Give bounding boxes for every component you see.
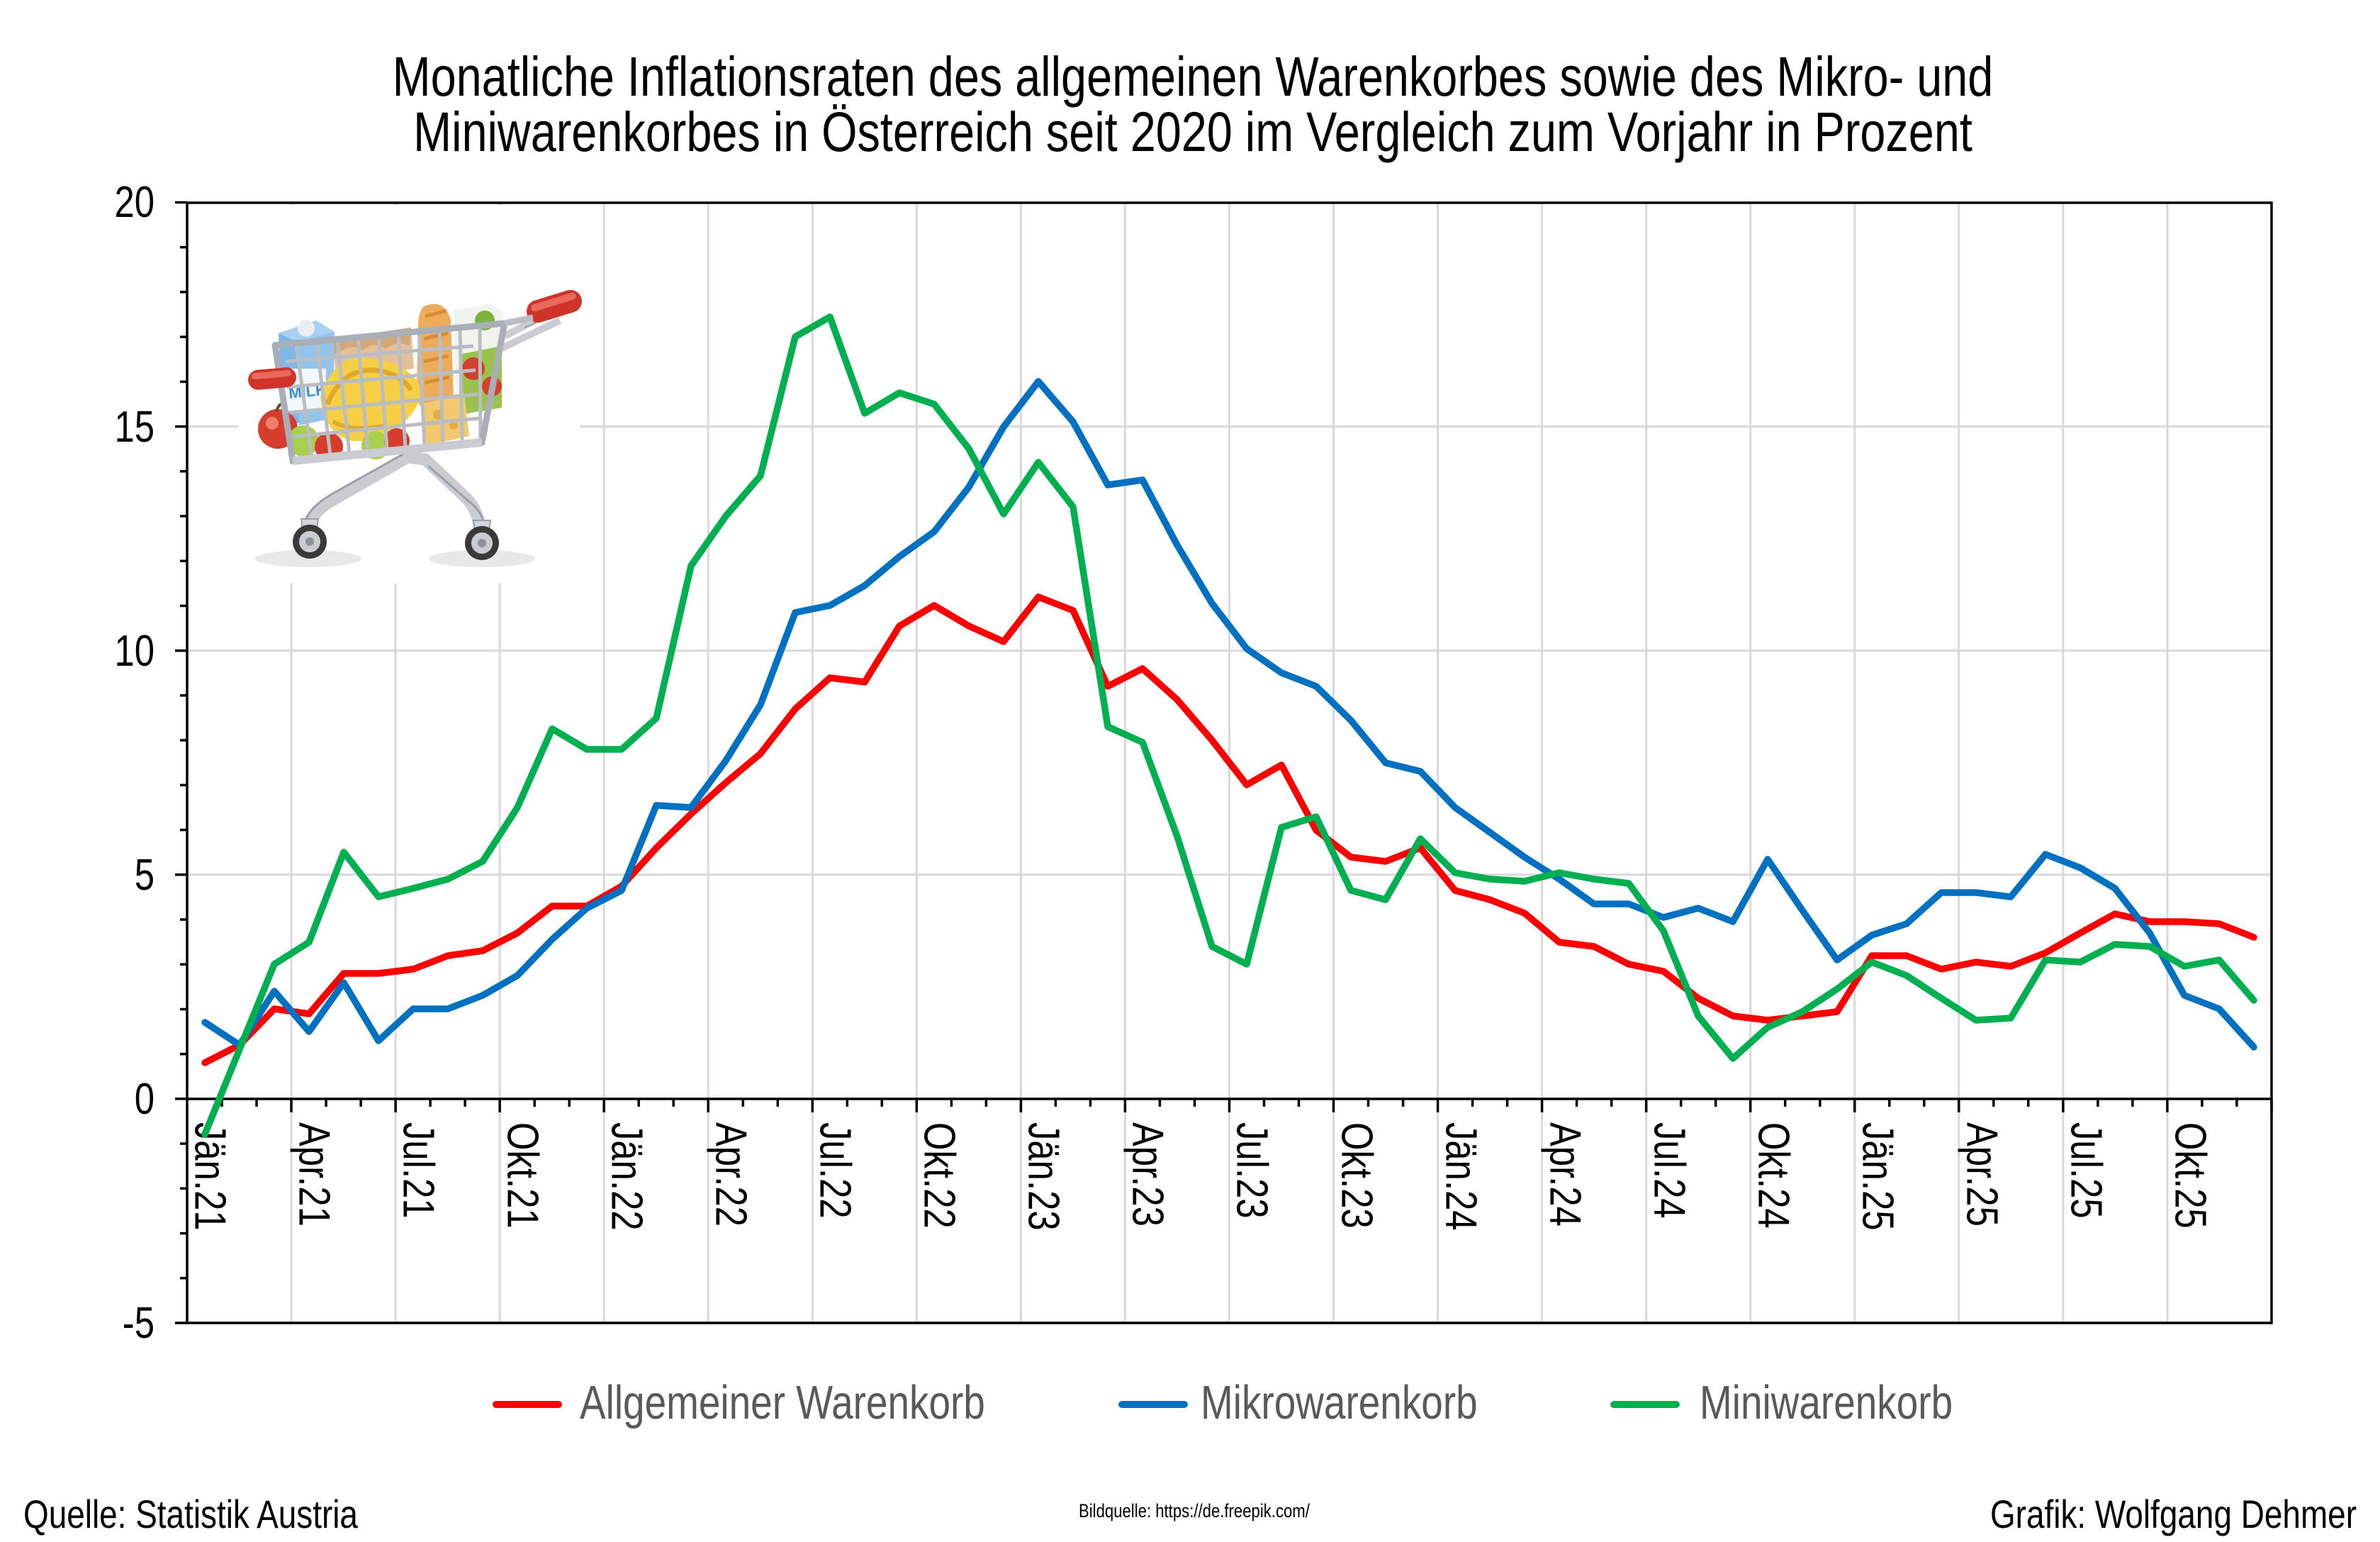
svg-text:Apr.22: Apr.22 (706, 1122, 755, 1227)
svg-text:Apr.24: Apr.24 (1540, 1122, 1589, 1227)
svg-text:Mikrowarenkorb: Mikrowarenkorb (1201, 1376, 1478, 1429)
svg-text:Apr.25: Apr.25 (1957, 1122, 2006, 1227)
svg-text:Monatliche Inflationsraten des: Monatliche Inflationsraten des allgemein… (393, 46, 1994, 108)
svg-text:Okt.21: Okt.21 (498, 1122, 546, 1229)
svg-text:Grafik: Wolfgang Dehmer: Grafik: Wolfgang Dehmer (1990, 1492, 2357, 1536)
svg-text:Apr.23: Apr.23 (1123, 1122, 1172, 1227)
svg-text:10: 10 (114, 627, 155, 676)
svg-text:-5: -5 (123, 1299, 155, 1348)
svg-text:Apr.21: Apr.21 (289, 1122, 338, 1227)
svg-text:Allgemeiner Warenkorb: Allgemeiner Warenkorb (580, 1376, 985, 1429)
svg-text:Jul.22: Jul.22 (810, 1122, 859, 1219)
svg-text:Okt.23: Okt.23 (1332, 1122, 1381, 1229)
svg-text:Okt.25: Okt.25 (2165, 1122, 2214, 1229)
svg-text:Jän.25: Jän.25 (1853, 1122, 1902, 1231)
svg-text:Okt.24: Okt.24 (1748, 1122, 1797, 1229)
svg-text:Jän.21: Jän.21 (185, 1122, 234, 1231)
svg-text:Jul.24: Jul.24 (1644, 1122, 1693, 1219)
svg-text:Jul.21: Jul.21 (393, 1122, 442, 1219)
svg-text:Jän.23: Jän.23 (1018, 1122, 1067, 1231)
svg-text:Bildquelle: https://de.freepi: Bildquelle: https://de.freepik.com/ (1079, 1501, 1310, 1522)
svg-text:0: 0 (135, 1075, 155, 1124)
svg-text:Miniwarenkorb: Miniwarenkorb (1700, 1376, 1953, 1429)
svg-text:15: 15 (114, 403, 155, 452)
svg-text:20: 20 (114, 178, 155, 227)
svg-text:Jän.24: Jän.24 (1436, 1122, 1485, 1231)
svg-text:Jul.23: Jul.23 (1227, 1122, 1276, 1219)
svg-text:Jän.22: Jän.22 (602, 1122, 651, 1231)
svg-text:Jul.25: Jul.25 (2061, 1122, 2110, 1219)
svg-text:5: 5 (135, 851, 155, 900)
svg-text:Miniwarenkorbes in Österreich: Miniwarenkorbes in Österreich seit 2020 … (413, 101, 1972, 163)
svg-text:Quelle: Statistik Austria: Quelle: Statistik Austria (23, 1492, 358, 1536)
svg-text:Okt.22: Okt.22 (914, 1122, 963, 1229)
